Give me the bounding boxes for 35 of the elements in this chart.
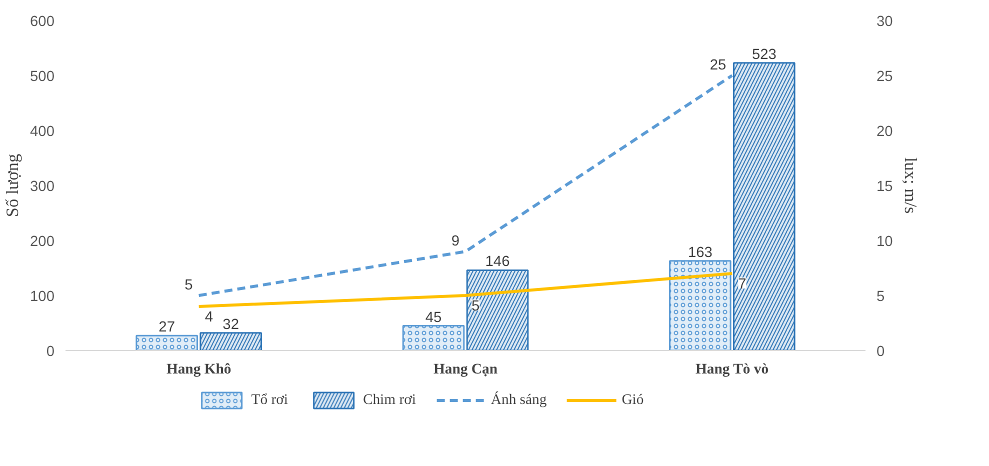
y2-tick-label: 10	[876, 234, 893, 250]
y2-tick-label: 15	[876, 179, 893, 195]
y-tick-label: 600	[30, 14, 55, 30]
data-label: 45	[425, 310, 442, 326]
data-label: 25	[710, 58, 726, 74]
x-tick-label: Hang Cạn	[434, 362, 498, 378]
data-label: 146	[485, 254, 510, 270]
y-tick-label: 300	[30, 179, 55, 195]
y-axis-title: Số lượng	[3, 154, 22, 218]
y2-tick-label: 20	[876, 124, 893, 140]
legend-label: Gió	[622, 392, 644, 408]
data-label: 5	[472, 298, 480, 314]
y2-tick-label: 25	[876, 69, 893, 85]
legend-label: Ánh sáng	[490, 392, 547, 408]
x-tick-label: Hang Khô	[166, 362, 232, 378]
y2-tick-label: 30	[876, 14, 893, 30]
x-tick-label: Hang Tò vò	[696, 362, 769, 378]
y-tick-label: 400	[30, 124, 55, 140]
y-tick-label: 200	[30, 234, 55, 250]
data-label: 9	[451, 234, 460, 250]
legend-label: Chim rơi	[362, 392, 416, 408]
data-label: 27	[158, 320, 175, 336]
legend-label: Tổ rơi	[251, 392, 288, 408]
y2-tick-label: 0	[876, 344, 885, 360]
data-label: 163	[688, 244, 712, 261]
y-tick-label: 100	[30, 289, 55, 305]
data-label: 5	[184, 278, 193, 294]
y-tick-label: 500	[30, 69, 55, 85]
data-label: 32	[222, 316, 239, 333]
y2-tick-label: 5	[876, 289, 885, 305]
data-label: 523	[752, 46, 776, 63]
data-label: 4	[204, 310, 213, 326]
y2-axis-title: lux; m/s	[900, 157, 920, 214]
y-tick-label: 0	[46, 344, 55, 360]
data-label: 7	[738, 276, 746, 292]
